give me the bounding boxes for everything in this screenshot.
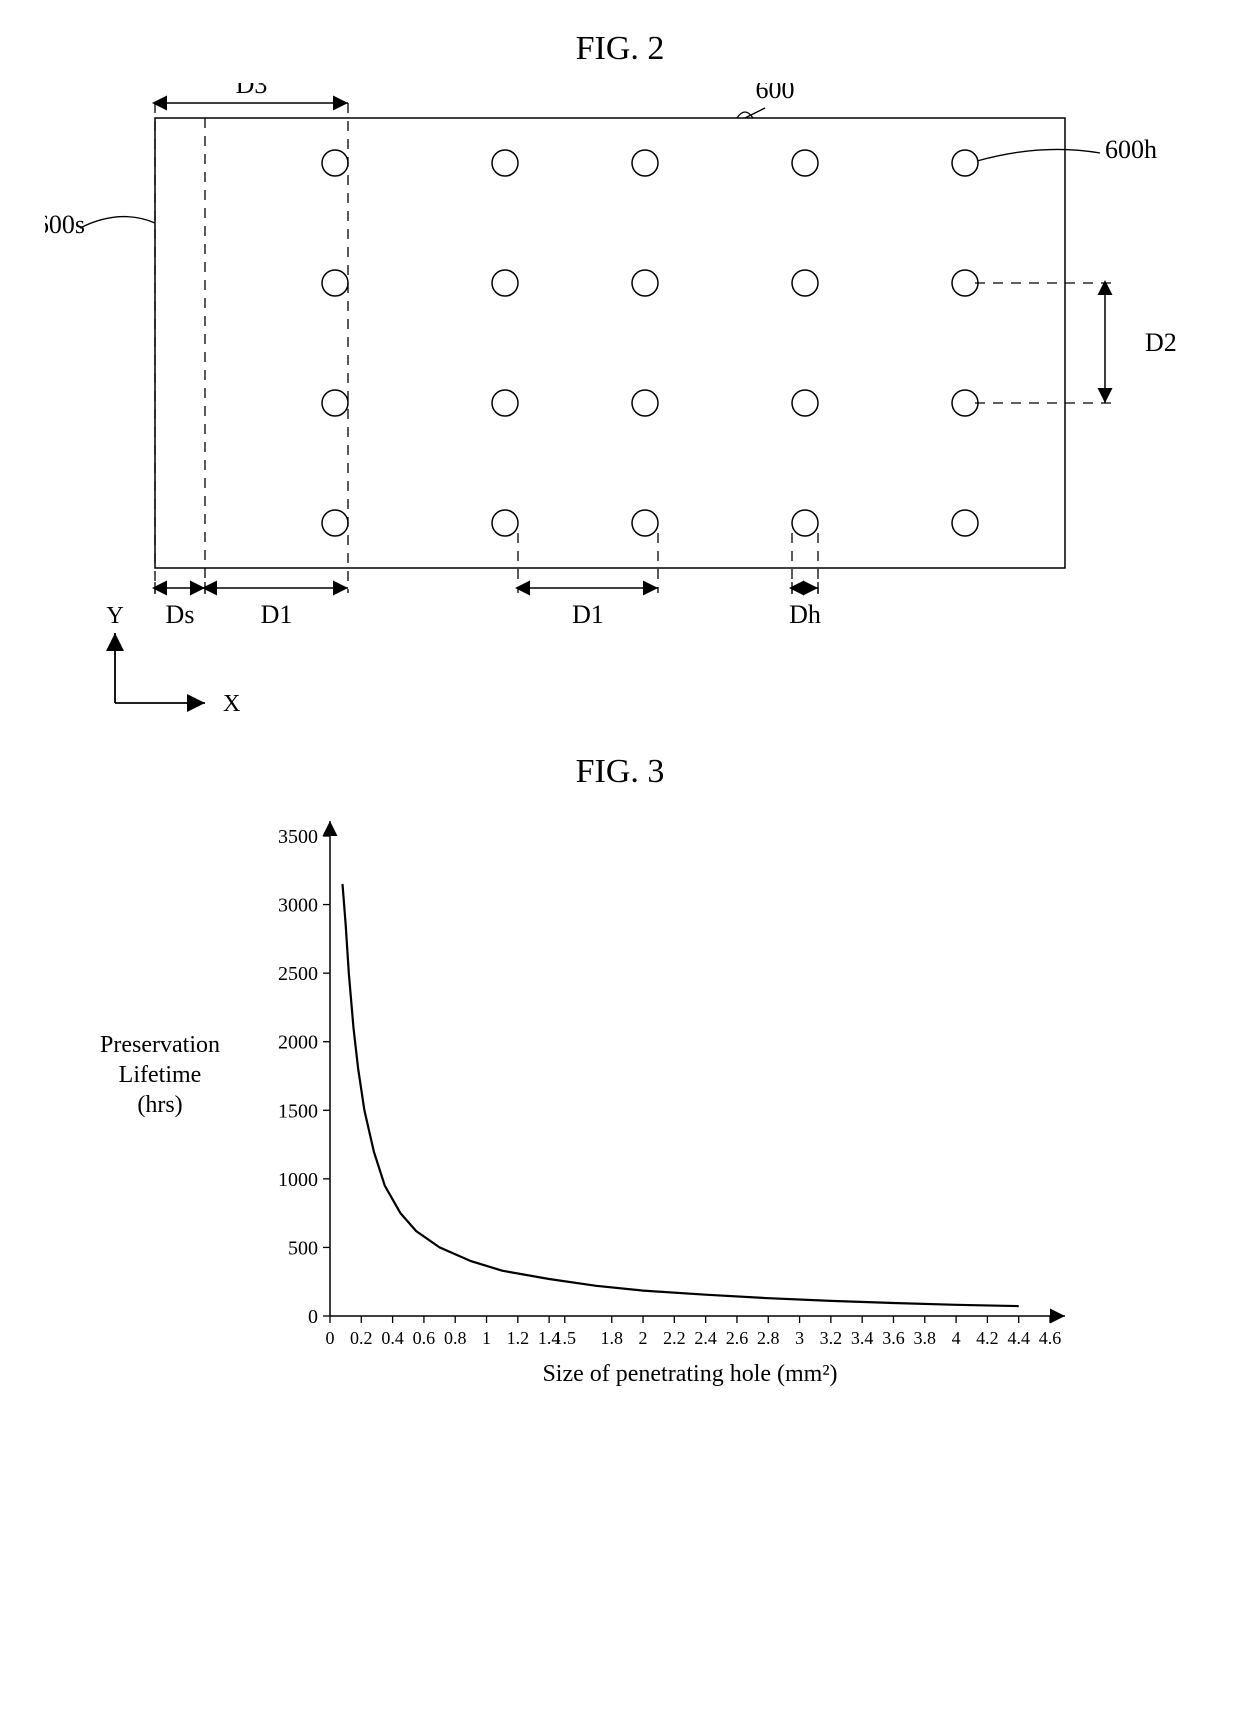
leader-line	[80, 217, 155, 228]
penetrating-hole	[492, 390, 518, 416]
penetrating-hole	[952, 510, 978, 536]
axis-x-label: X	[223, 691, 240, 717]
leader-line	[977, 149, 1100, 161]
penetrating-hole	[792, 150, 818, 176]
reference-label: 600h	[1105, 135, 1157, 164]
x-tick-label: 1.8	[600, 1328, 623, 1348]
y-tick-label: 2000	[278, 1032, 318, 1054]
x-tick-label: 1	[482, 1328, 491, 1348]
penetrating-hole	[492, 270, 518, 296]
dimension-label: D1	[261, 600, 293, 629]
y-tick-label: 3500	[278, 826, 318, 848]
penetrating-hole	[322, 270, 348, 296]
x-tick-label: 3.4	[851, 1328, 874, 1348]
dimension-label: D1	[572, 600, 604, 629]
x-tick-label: 3.8	[914, 1328, 937, 1348]
x-tick-label: 2.8	[757, 1328, 780, 1348]
chart-y-label: Lifetime	[119, 1062, 202, 1088]
axis-y-label: Y	[106, 603, 123, 629]
plate-outline	[155, 118, 1065, 568]
x-tick-label: 3	[795, 1328, 804, 1348]
penetrating-hole	[632, 510, 658, 536]
x-tick-label: 3.2	[820, 1328, 843, 1348]
x-tick-label: 0.2	[350, 1328, 373, 1348]
dimension-label: D3	[236, 83, 268, 99]
preservation-curve	[343, 884, 1019, 1306]
x-tick-label: 2.2	[663, 1328, 686, 1348]
x-tick-label: 4.2	[976, 1328, 999, 1348]
x-tick-label: 0.8	[444, 1328, 467, 1348]
penetrating-hole	[632, 390, 658, 416]
x-tick-label: 4.6	[1039, 1328, 1062, 1348]
penetrating-hole	[322, 510, 348, 536]
x-tick-label: 4.4	[1007, 1328, 1030, 1348]
x-tick-label: 0	[326, 1328, 335, 1348]
dimension-label: Dh	[789, 600, 821, 629]
dimension-label: D2	[1145, 328, 1177, 357]
penetrating-hole	[322, 390, 348, 416]
penetrating-hole	[792, 510, 818, 536]
x-tick-label: 2.6	[726, 1328, 749, 1348]
penetrating-hole	[492, 150, 518, 176]
y-tick-label: 1000	[278, 1169, 318, 1191]
x-tick-label: 3.6	[882, 1328, 905, 1348]
x-tick-label: 2	[639, 1328, 648, 1348]
y-tick-label: 3000	[278, 895, 318, 917]
reference-label: 600s	[45, 210, 85, 239]
chart-y-label: (hrs)	[137, 1092, 182, 1118]
penetrating-hole	[792, 390, 818, 416]
fig2-title: FIG. 2	[20, 30, 1220, 68]
penetrating-hole	[322, 150, 348, 176]
x-tick-label: 0.6	[413, 1328, 436, 1348]
x-tick-label: 0.4	[381, 1328, 404, 1348]
x-tick-label: 2.4	[694, 1328, 717, 1348]
reference-label: 600	[756, 83, 795, 104]
penetrating-hole	[492, 510, 518, 536]
y-tick-label: 2500	[278, 963, 318, 985]
penetrating-hole	[792, 270, 818, 296]
chart-x-label: Size of penetrating hole (mm²)	[542, 1361, 837, 1387]
x-tick-label: 1.2	[507, 1328, 529, 1348]
penetrating-hole	[952, 150, 978, 176]
x-tick-label: 4	[952, 1328, 961, 1348]
fig2-diagram: D3 Ds D1 D1 Dh D2 600 600h 600s X Y	[45, 83, 1195, 723]
penetrating-hole	[632, 150, 658, 176]
fig3-title: FIG. 3	[20, 753, 1220, 791]
penetrating-hole	[632, 270, 658, 296]
y-tick-label: 1500	[278, 1100, 318, 1122]
chart-y-label: Preservation	[100, 1032, 220, 1058]
y-tick-label: 500	[288, 1237, 318, 1259]
fig3-chart: 0 500 1000 1500 2000 2500 3000 3500 0 0.2 0.4 0.6 0.…	[70, 806, 1170, 1406]
penetrating-hole	[952, 270, 978, 296]
y-tick-label: 0	[308, 1306, 318, 1328]
penetrating-hole	[952, 390, 978, 416]
dimension-label: Ds	[166, 600, 195, 629]
x-tick-label: 1.5	[554, 1328, 577, 1348]
